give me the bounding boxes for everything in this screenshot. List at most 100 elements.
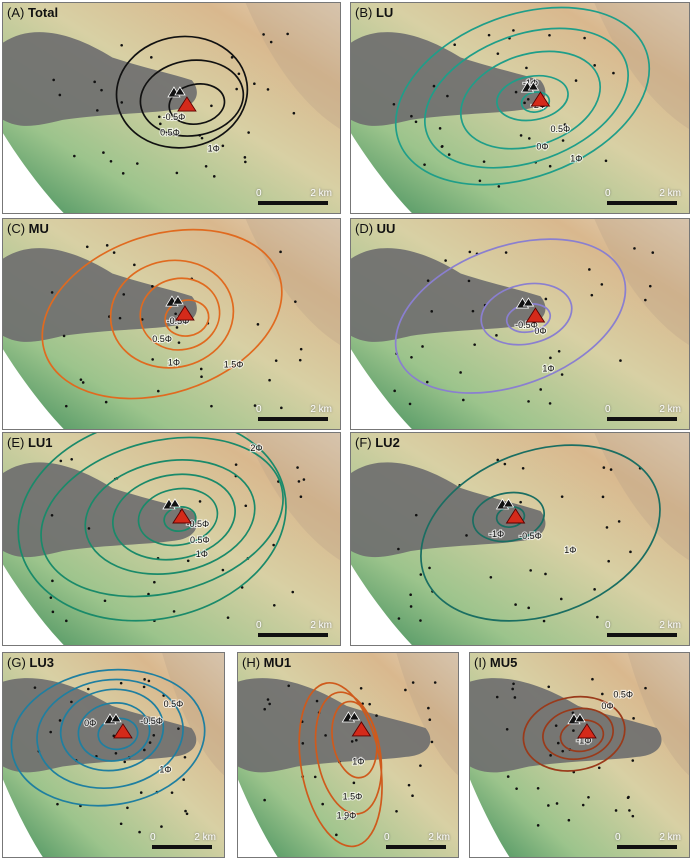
sample-site-dot <box>547 804 550 807</box>
sample-site-dot <box>419 764 422 767</box>
contour-label: 1.9Φ <box>337 811 357 821</box>
sample-site-dot <box>496 458 500 462</box>
sample-site-dot <box>172 610 176 613</box>
lava-flow-field <box>3 678 197 773</box>
scale-bar-line <box>258 201 328 205</box>
panel-C: -0.5Φ 0.5Φ 1Φ 1.5Φ (C) MU 0 2 km <box>2 218 341 430</box>
sample-site-dot <box>123 760 127 764</box>
scale-bar: 0 2 km <box>256 617 332 637</box>
isopach-contour <box>298 681 383 848</box>
sample-site-dot <box>70 700 73 704</box>
sample-site-dot <box>133 263 136 267</box>
sample-site-dot <box>119 681 123 685</box>
sample-site-dot <box>628 809 631 812</box>
sample-site-dot <box>221 144 225 148</box>
sample-site-dot <box>143 748 146 752</box>
main-vent-icon <box>113 723 133 739</box>
isopach-contour <box>17 433 287 622</box>
vent-icon <box>522 297 535 307</box>
scale-bar: 0 2 km <box>256 401 332 421</box>
isopach-contour <box>112 473 236 561</box>
panel-letter: (B) <box>355 5 373 20</box>
isopach-contour <box>394 238 627 394</box>
sample-site-dot <box>526 97 530 101</box>
sample-site-dot <box>430 740 434 744</box>
sample-site-dot <box>567 818 571 822</box>
sample-site-dot <box>49 596 53 599</box>
panel-F: -1Φ -0.5Φ 1Φ (F) LU2 0 2 km <box>350 432 690 646</box>
contour-label: -0.5Φ <box>140 716 163 726</box>
sample-site-dot <box>410 114 413 118</box>
sample-site-dot <box>183 755 187 759</box>
sample-site-dot <box>244 160 247 164</box>
panel-label: (B) LU <box>355 5 393 20</box>
sample-site-dot <box>590 293 594 297</box>
ridge-shading <box>396 653 458 776</box>
sample-site-dot <box>438 127 442 130</box>
sample-site-dot <box>467 279 471 283</box>
sample-site-dot <box>513 696 517 699</box>
scale-bar-line <box>152 845 212 849</box>
scale-bar-line <box>258 633 328 637</box>
main-vent-icon <box>172 508 192 524</box>
sea-area <box>351 133 412 213</box>
sample-site-dot <box>512 682 515 686</box>
isopach-contour <box>137 487 219 547</box>
main-vent-icon <box>505 508 526 524</box>
sample-site-dot <box>147 679 151 683</box>
sample-site-dot <box>626 796 630 800</box>
panel-letter: (E) <box>7 435 25 450</box>
sample-site-dot <box>617 520 621 523</box>
sample-site-dot <box>527 400 530 403</box>
sea-area <box>470 779 510 857</box>
sample-site-dot <box>96 109 99 112</box>
sample-site-dot <box>368 702 371 706</box>
sample-site-dot <box>597 766 601 770</box>
sample-site-dot <box>468 250 472 254</box>
contour-label: 2Φ <box>250 443 262 453</box>
isopach-contour <box>459 50 602 150</box>
sample-site-dot <box>411 794 414 798</box>
scale-bar: 0 2 km <box>256 185 332 205</box>
scale-zero-label: 0 <box>605 620 611 631</box>
vent-icon <box>174 86 186 96</box>
scale-distance-label: 2 km <box>659 620 681 631</box>
sample-site-dot <box>515 787 518 790</box>
sample-site-dot <box>560 373 564 376</box>
sample-site-dot <box>428 566 431 570</box>
contour-label: 1Φ <box>570 153 582 163</box>
sample-site-dot <box>151 358 154 361</box>
isopach-contour <box>115 35 249 149</box>
scale-zero-label: 0 <box>605 188 611 199</box>
sample-site-dot <box>497 185 501 188</box>
sample-site-dot <box>177 341 181 344</box>
sample-site-dot <box>235 87 238 91</box>
panel-letter: (G) <box>7 655 26 670</box>
vent-icon <box>527 81 540 91</box>
sample-site-dot <box>632 717 635 720</box>
sample-site-dot <box>51 610 55 614</box>
sample-site-dot <box>350 740 354 743</box>
sample-site-dot <box>601 692 604 696</box>
sample-site-dot <box>495 334 498 337</box>
sample-site-dot <box>62 334 66 338</box>
sample-site-dot <box>459 371 462 374</box>
sample-site-dot <box>549 356 552 360</box>
ridge-shading <box>594 433 689 561</box>
panel-letter: (D) <box>355 221 374 236</box>
sample-site-dot <box>548 33 551 37</box>
sample-site-dot <box>114 751 118 755</box>
sample-site-dot <box>544 572 547 576</box>
sample-site-dot <box>160 825 163 828</box>
sample-site-dot <box>200 136 204 140</box>
scale-bar: 0 2 km <box>384 829 450 849</box>
ridge-shading <box>594 3 689 129</box>
ridge-shading <box>594 219 689 345</box>
scale-zero-label: 0 <box>256 404 262 415</box>
contour-label: -0.5Φ <box>519 531 542 541</box>
scale-zero-label: 0 <box>256 188 262 199</box>
vent-icon <box>348 711 361 721</box>
sample-site-dot <box>596 615 599 619</box>
